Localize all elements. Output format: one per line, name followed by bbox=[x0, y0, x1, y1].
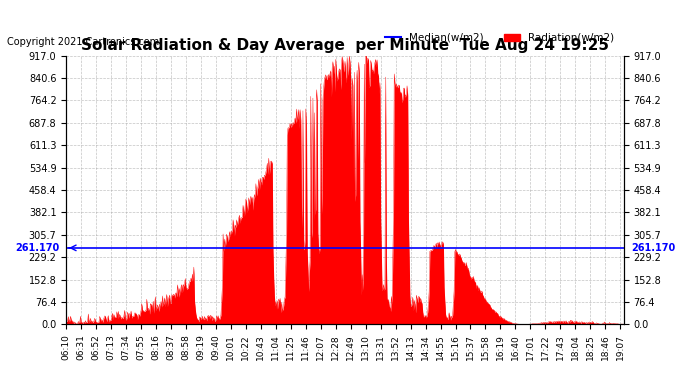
Legend: Median(w/m2), Radiation(w/m2): Median(w/m2), Radiation(w/m2) bbox=[381, 28, 619, 47]
Title: Solar Radiation & Day Average  per Minute  Tue Aug 24 19:25: Solar Radiation & Day Average per Minute… bbox=[81, 38, 609, 53]
Text: 261.170: 261.170 bbox=[15, 243, 59, 253]
Text: 261.170: 261.170 bbox=[631, 243, 675, 253]
Text: Copyright 2021 Cartronics.com: Copyright 2021 Cartronics.com bbox=[7, 37, 159, 47]
